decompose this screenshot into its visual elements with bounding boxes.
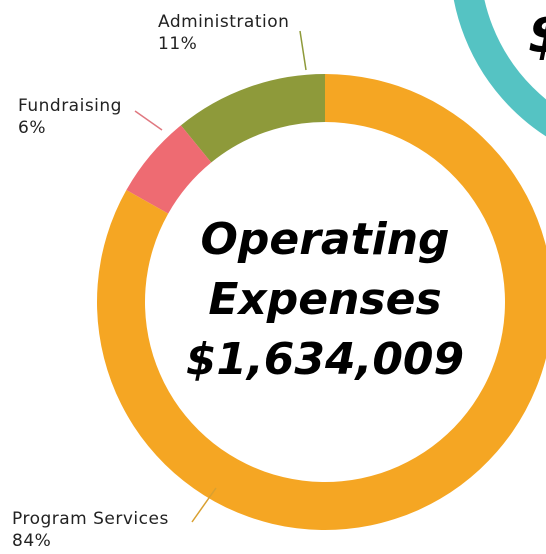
leader-line [299, 30, 307, 71]
center-text: $1,634,009 [186, 334, 464, 385]
slice-value-label: 84% [12, 531, 51, 551]
leader-line [191, 487, 217, 523]
leader-line [134, 110, 163, 131]
slice-value-label: 6% [18, 118, 46, 138]
corner-text: $ [528, 2, 546, 65]
donut-slice [180, 74, 325, 163]
center-text: Expenses [208, 274, 441, 325]
slice-label: Fundraising [18, 96, 122, 116]
center-text: Operating [200, 214, 449, 265]
slice-label: Program Services [12, 509, 169, 529]
slice-value-label: 11% [158, 34, 197, 54]
donut-slice [126, 125, 212, 214]
slice-label: Administration [158, 12, 289, 32]
